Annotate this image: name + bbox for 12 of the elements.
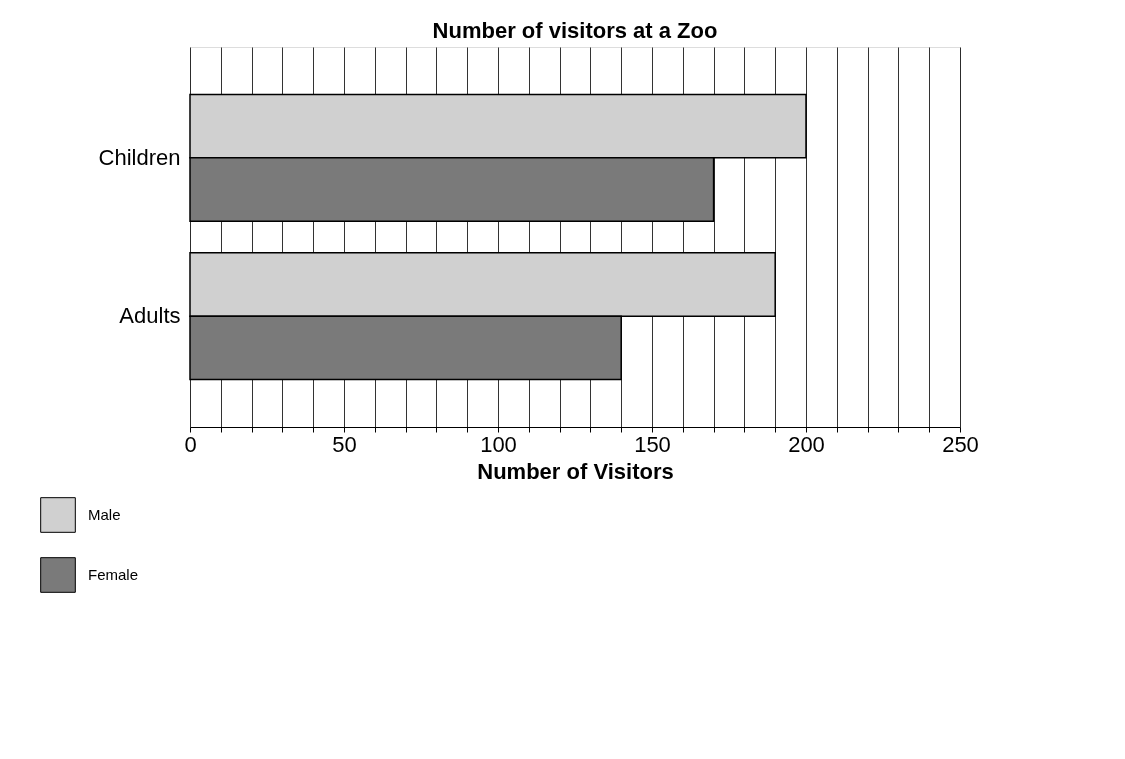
x-tick-label: 150 [634, 431, 671, 457]
chart-title: Number of visitors at a Zoo [432, 18, 718, 43]
y-tick-label: Children [98, 144, 181, 170]
x-tick-label: 50 [332, 431, 357, 457]
legend-label: Male [88, 506, 121, 523]
x-tick-label: 0 [184, 431, 197, 457]
x-tick-label: 250 [942, 431, 979, 457]
x-axis-title: Number of Visitors [477, 458, 674, 484]
x-tick-label: 100 [480, 431, 517, 457]
x-tick-label: 200 [788, 431, 825, 457]
y-tick-label: Adults [119, 303, 181, 329]
legend-label: Female [88, 566, 139, 583]
